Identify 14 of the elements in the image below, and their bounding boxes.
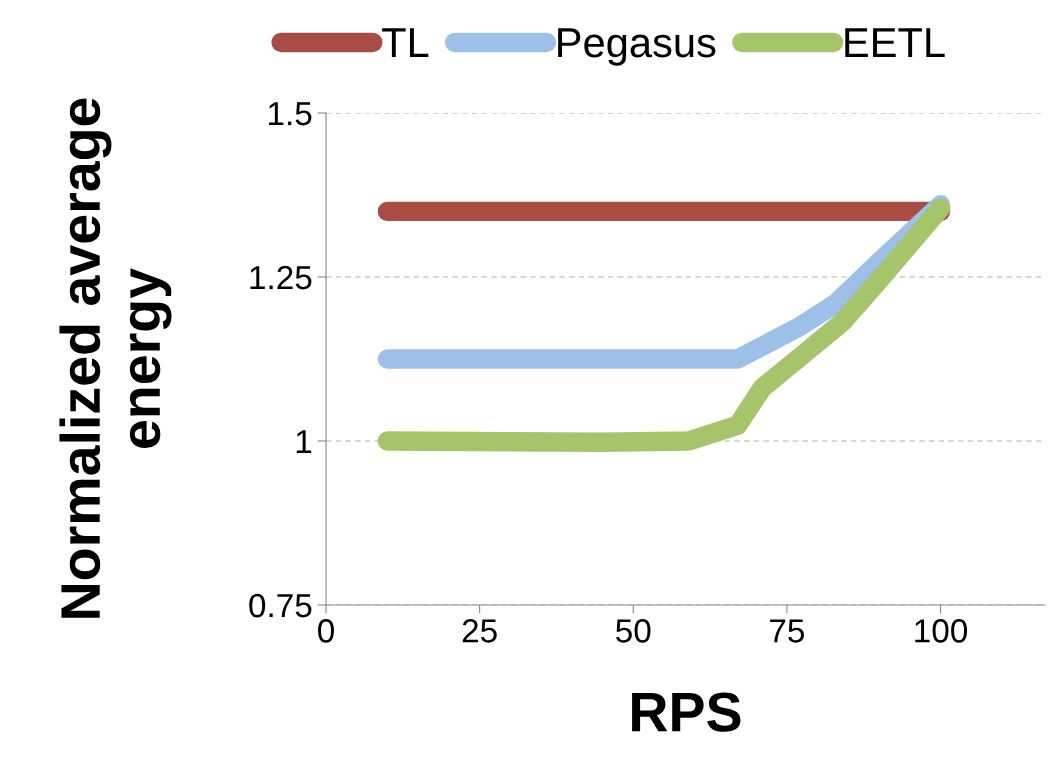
x-tick-label: 0 bbox=[318, 619, 334, 643]
legend-label: Pegasus bbox=[558, 28, 716, 66]
y-tick-label: 1 bbox=[296, 430, 312, 454]
legend-label: EETL bbox=[845, 28, 945, 58]
y-tick-label: 0.75 bbox=[249, 593, 312, 618]
x-tick-label: 25 bbox=[462, 619, 497, 643]
y-axis-title: Normalized average energy bbox=[59, 98, 172, 618]
y-tick-label: 1.25 bbox=[250, 265, 312, 290]
x-tick-label: 100 bbox=[915, 619, 968, 643]
y-tick-label: 1.5 bbox=[269, 102, 312, 126]
legend-label: TL bbox=[382, 28, 429, 58]
x-axis-title: RPS bbox=[632, 692, 741, 732]
x-tick-label: 75 bbox=[770, 619, 805, 643]
x-tick-label: 50 bbox=[616, 619, 651, 643]
